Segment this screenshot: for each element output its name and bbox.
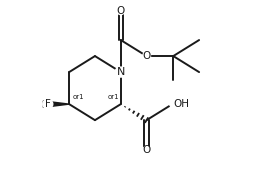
Text: OH: OH	[173, 99, 189, 109]
Polygon shape	[43, 101, 69, 107]
Text: O: O	[142, 51, 151, 61]
Text: F: F	[45, 99, 51, 109]
Ellipse shape	[143, 52, 151, 60]
Ellipse shape	[115, 67, 126, 77]
Text: or1: or1	[107, 94, 119, 100]
Text: O: O	[142, 145, 151, 155]
Ellipse shape	[143, 146, 151, 154]
Ellipse shape	[43, 100, 53, 109]
Text: or1: or1	[73, 94, 84, 100]
Ellipse shape	[170, 100, 184, 109]
Text: O: O	[117, 6, 125, 16]
Text: N: N	[117, 67, 125, 77]
Ellipse shape	[117, 7, 125, 15]
